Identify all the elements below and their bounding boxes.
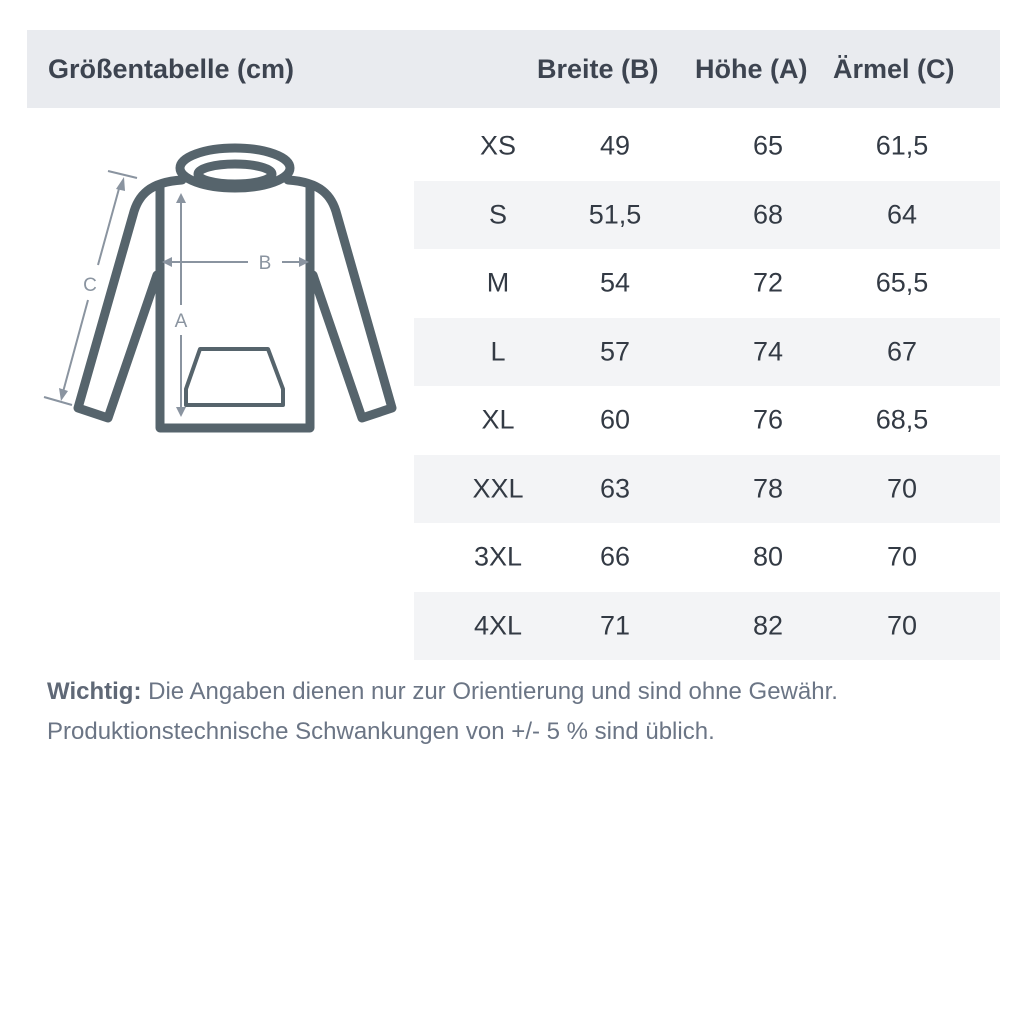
tick-c-top bbox=[107, 170, 138, 179]
cell-a: 82 bbox=[752, 610, 784, 641]
cell-b: 57 bbox=[599, 336, 631, 367]
table-row: XS 49 65 61,5 bbox=[414, 112, 1000, 181]
page-title: Größentabelle (cm) bbox=[48, 54, 295, 84]
hoodie-hood-inner bbox=[193, 159, 277, 189]
arrow-c-bottom bbox=[62, 299, 89, 393]
size-table: XS 49 65 61,5 S 51,5 68 64 M 54 72 65,5 L 57 74 67 XL 60 7… bbox=[414, 112, 1000, 660]
cell-b: 66 bbox=[599, 541, 631, 572]
cell-c: 67 bbox=[886, 336, 918, 367]
table-row: S 51,5 68 64 bbox=[414, 180, 1000, 249]
cell-size: 4XL bbox=[473, 610, 523, 641]
label-c: C bbox=[83, 275, 97, 296]
cell-a: 80 bbox=[752, 541, 784, 572]
table-header: Größentabelle (cm) Breite (B) Höhe (A) Ä… bbox=[27, 30, 1000, 108]
table-row: M 54 72 65,5 bbox=[414, 249, 1000, 318]
cell-size: XS bbox=[479, 130, 517, 161]
table-row: XXL 63 78 70 bbox=[414, 454, 1000, 523]
footer-note-line2: Produktionstechnische Schwankungen von +… bbox=[47, 718, 715, 745]
label-b: B bbox=[259, 253, 272, 274]
cell-b: 63 bbox=[599, 473, 631, 504]
table-row: 4XL 71 82 70 bbox=[414, 591, 1000, 660]
cell-c: 70 bbox=[886, 473, 918, 504]
tick-c-bottom bbox=[43, 396, 73, 406]
cell-a: 76 bbox=[752, 404, 784, 435]
cell-size: S bbox=[488, 199, 508, 230]
table-row: L 57 74 67 bbox=[414, 317, 1000, 386]
cell-b: 49 bbox=[599, 130, 631, 161]
cell-b: 54 bbox=[599, 267, 631, 298]
cell-c: 65,5 bbox=[875, 267, 929, 298]
footer-label: Wichtig: bbox=[47, 678, 142, 705]
cell-b: 60 bbox=[599, 404, 631, 435]
cell-a: 72 bbox=[752, 267, 784, 298]
hoodie-left-sleeve bbox=[73, 175, 187, 423]
column-header-width: Breite (B) bbox=[537, 54, 659, 84]
cell-a: 68 bbox=[752, 199, 784, 230]
cell-c: 64 bbox=[886, 199, 918, 230]
cell-a: 78 bbox=[752, 473, 784, 504]
hoodie-diagram: A B C bbox=[43, 143, 397, 433]
cell-c: 70 bbox=[886, 541, 918, 572]
cell-size: XXL bbox=[472, 473, 524, 504]
cell-c: 68,5 bbox=[875, 404, 929, 435]
hoodie-pocket bbox=[184, 347, 285, 407]
cell-a: 74 bbox=[752, 336, 784, 367]
cell-size: 3XL bbox=[473, 541, 523, 572]
cell-size: XL bbox=[481, 404, 515, 435]
footer-text: Die Angaben dienen nur zur Orientierung … bbox=[141, 678, 838, 705]
cell-c: 70 bbox=[886, 610, 918, 641]
column-header-sleeve: Ärmel (C) bbox=[833, 54, 955, 84]
cell-size: M bbox=[486, 267, 510, 298]
column-header-height: Höhe (A) bbox=[695, 54, 808, 84]
table-row: 3XL 66 80 70 bbox=[414, 523, 1000, 592]
footer-note-line1: Wichtig: Die Angaben dienen nur zur Orie… bbox=[47, 678, 838, 706]
cell-b: 71 bbox=[599, 610, 631, 641]
cell-size: L bbox=[490, 336, 506, 367]
label-a: A bbox=[175, 311, 188, 332]
hoodie-right-sleeve bbox=[283, 175, 397, 423]
table-row: XL 60 76 68,5 bbox=[414, 386, 1000, 455]
cell-c: 61,5 bbox=[875, 130, 929, 161]
cell-b: 51,5 bbox=[588, 199, 642, 230]
cell-a: 65 bbox=[752, 130, 784, 161]
hoodie-body bbox=[155, 182, 315, 433]
arrow-c-top bbox=[97, 184, 121, 266]
